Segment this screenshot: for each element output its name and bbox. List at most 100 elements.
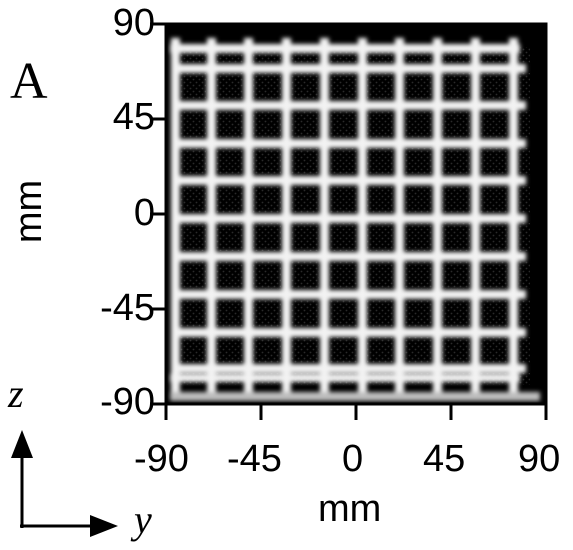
grid-cell — [367, 110, 394, 138]
grid-cell — [291, 185, 319, 213]
grid-cell — [216, 73, 243, 100]
grid-cell — [480, 261, 508, 289]
y-axis-label: mm — [8, 179, 51, 244]
grid-cell — [518, 110, 530, 138]
x-axis-ticks — [164, 404, 548, 420]
grid-cell — [329, 261, 357, 289]
grid-cell — [442, 223, 470, 251]
grid-cell — [216, 148, 243, 175]
grid-horizontal-line — [176, 139, 526, 148]
grid-cell — [180, 261, 206, 289]
grid-cell — [180, 148, 206, 175]
grid-cell — [180, 185, 206, 213]
grid-cell — [404, 299, 432, 327]
grid-cell — [216, 185, 243, 213]
grid-cell — [442, 185, 470, 213]
x-tick-label: 45 — [423, 438, 466, 480]
grid-cell — [367, 337, 394, 363]
grid-cell — [518, 47, 530, 63]
grid-cell — [518, 148, 530, 175]
z-axis-letter: z — [8, 371, 24, 416]
grid-cell — [329, 223, 357, 251]
grid-cell — [216, 299, 243, 327]
y-tick-label: 90 — [112, 2, 155, 44]
grid-cell — [329, 148, 357, 175]
grid-cell — [180, 73, 206, 100]
y-axis-letter: y — [134, 497, 152, 542]
grid-horizontal-line — [176, 214, 526, 223]
grid-horizontal-line — [176, 101, 526, 110]
grid-cell — [480, 337, 508, 363]
grid-cell — [480, 148, 508, 175]
grid-horizontal-line — [170, 44, 520, 53]
grid-cell — [518, 73, 530, 100]
grid-cell — [367, 185, 394, 213]
grid-cell — [253, 261, 281, 289]
grid-cell — [329, 73, 357, 100]
grid-cell — [442, 148, 470, 175]
grid-cell — [216, 110, 243, 138]
grid-horizontal-line — [176, 290, 526, 299]
grid-cell — [253, 299, 281, 327]
grid-cell — [216, 223, 243, 251]
grid-cell — [367, 299, 394, 327]
grid-horizontal-line — [170, 392, 540, 401]
grid-cell — [518, 261, 530, 289]
grid-cell — [291, 299, 319, 327]
image-panel — [164, 22, 548, 406]
grid-cell — [367, 261, 394, 289]
grid-cell — [291, 223, 319, 251]
grid-cell — [480, 299, 508, 327]
grid-cell — [404, 223, 432, 251]
grid-cell — [180, 337, 206, 363]
grid-cell — [180, 110, 206, 138]
grid-cell — [518, 185, 530, 213]
grid-horizontal-line — [176, 64, 526, 73]
grid-cell — [404, 148, 432, 175]
grid-cell — [291, 148, 319, 175]
y-arrow-head — [90, 515, 118, 537]
y-tick-label: -45 — [100, 287, 155, 329]
grid-cell — [442, 73, 470, 100]
grid-cell — [253, 185, 281, 213]
grid-cell — [291, 261, 319, 289]
panel-label: A — [10, 53, 48, 110]
grid-cell — [518, 337, 530, 363]
grid-cell — [253, 148, 281, 175]
grid-cell — [367, 223, 394, 251]
grid-cell — [480, 185, 508, 213]
grid-cell — [442, 261, 470, 289]
grid-cell — [404, 337, 432, 363]
grid-cell — [480, 223, 508, 251]
grid-cell — [480, 110, 508, 138]
y-axis-ticks — [150, 22, 166, 406]
grid-cell — [518, 299, 530, 327]
x-tick-label: 0 — [342, 438, 364, 480]
grid-cell — [329, 299, 357, 327]
grid-cell — [480, 73, 508, 100]
orientation-arrows — [11, 430, 118, 537]
grid-cell — [216, 337, 243, 363]
grid-cell — [442, 299, 470, 327]
grid-cell — [367, 73, 394, 100]
grid-lines — [170, 38, 540, 401]
grid-cell — [404, 185, 432, 213]
x-axis-label: mm — [318, 488, 382, 530]
grid-cell — [518, 223, 530, 251]
grid-cell — [253, 110, 281, 138]
grid-cell — [329, 185, 357, 213]
grid-cell — [442, 110, 470, 138]
grid-cell — [180, 299, 206, 327]
grid-cell — [216, 261, 243, 289]
grid-cell — [329, 337, 357, 363]
grid-cell — [180, 223, 206, 251]
grid-cell — [291, 110, 319, 138]
grid-cell — [442, 337, 470, 363]
grid-horizontal-line — [176, 176, 526, 185]
grid-cell — [404, 73, 432, 100]
x-tick-label: -90 — [134, 438, 189, 480]
grid-cell — [404, 110, 432, 138]
grid-cell — [291, 337, 319, 363]
grid-cell — [253, 223, 281, 251]
